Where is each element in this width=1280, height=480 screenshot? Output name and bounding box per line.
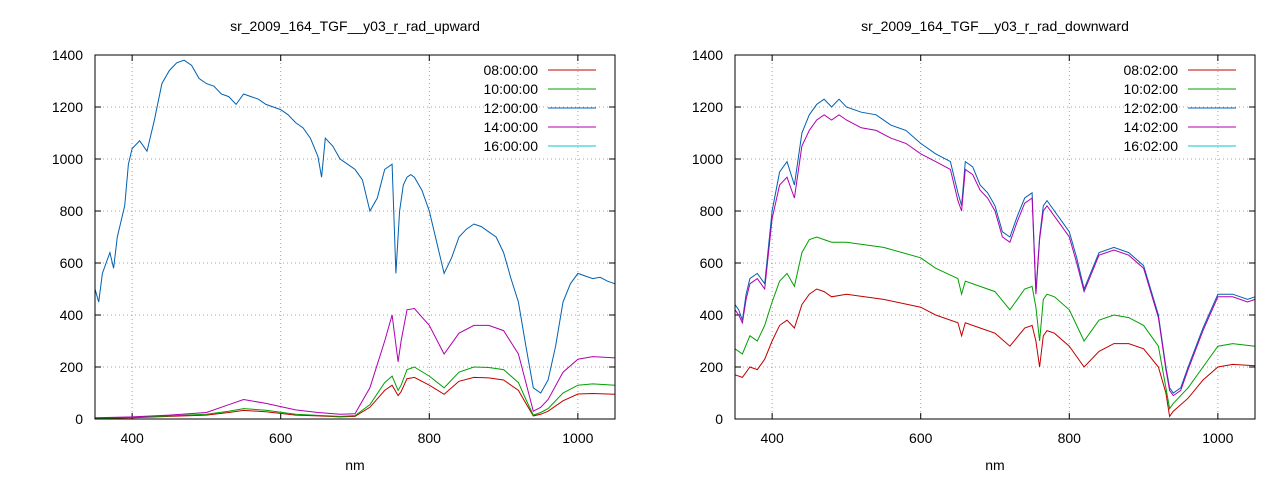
series-line-2	[734, 98, 1256, 394]
series-line-1	[94, 366, 616, 419]
y-tick-label: 1000	[692, 151, 723, 167]
y-tick-label: 1200	[52, 99, 83, 115]
y-tick-label: 600	[60, 255, 84, 271]
x-tick-label: 400	[120, 430, 144, 446]
x-tick-label: 1000	[562, 430, 593, 446]
legend-label: 16:00:00	[484, 138, 539, 154]
y-tick-label: 1000	[52, 151, 83, 167]
legend-label: 14:02:00	[1124, 119, 1179, 135]
series-line-0	[734, 288, 1256, 418]
series-line-3	[734, 114, 1256, 397]
plot-frame	[94, 54, 616, 420]
legend-label: 16:02:00	[1124, 138, 1179, 154]
legend-label: 10:02:00	[1124, 81, 1179, 97]
chart-downward-svg: sr_2009_164_TGF__y03_r_rad_downward 0 200 4…	[692, 18, 1256, 473]
x-tick-label: 600	[269, 430, 293, 446]
y-tick-label: 200	[60, 359, 84, 375]
y-tick-label: 0	[715, 411, 723, 427]
series-line-0	[94, 376, 616, 419]
y-tick-label: 0	[75, 411, 83, 427]
y-tick-label: 200	[700, 359, 724, 375]
x-axis-label: nm	[985, 457, 1004, 473]
y-tick-label: 600	[700, 255, 724, 271]
series-line-2	[94, 59, 616, 394]
chart-upward: sr_2009_164_TGF__y03_r_rad_upward 0 200 400…	[52, 18, 616, 473]
y-tick-label: 800	[60, 203, 84, 219]
x-tick-label: 800	[418, 430, 442, 446]
chart-title: sr_2009_164_TGF__y03_r_rad_upward	[230, 18, 480, 34]
x-tick-label: 800	[1058, 430, 1082, 446]
legend-label: 12:02:00	[1124, 100, 1179, 116]
x-tick-label: 600	[909, 430, 933, 446]
x-tick-label: 1000	[1202, 430, 1233, 446]
legend-label: 10:00:00	[484, 81, 539, 97]
legend-label: 12:00:00	[484, 100, 539, 116]
legend-label: 14:00:00	[484, 119, 539, 135]
x-axis-label: nm	[345, 457, 364, 473]
x-tick-label: 400	[760, 430, 784, 446]
series-line-3	[94, 307, 616, 419]
legend-label: 08:00:00	[484, 62, 539, 78]
chart-downward: sr_2009_164_TGF__y03_r_rad_downward 0 200 4…	[640, 0, 1280, 480]
series-line-1	[734, 236, 1256, 410]
y-tick-label: 1400	[52, 47, 83, 63]
y-tick-label: 800	[700, 203, 724, 219]
y-tick-label: 400	[700, 307, 724, 323]
y-tick-label: 1400	[692, 47, 723, 63]
plot-frame	[734, 54, 1256, 420]
y-tick-label: 1200	[692, 99, 723, 115]
legend-label: 08:02:00	[1124, 62, 1179, 78]
chart-upward-svg: sr_2009_164_TGF__y03_r_rad_upward 0 200 400…	[52, 18, 616, 473]
y-tick-label: 400	[60, 307, 84, 323]
chart-title: sr_2009_164_TGF__y03_r_rad_downward	[861, 18, 1129, 34]
